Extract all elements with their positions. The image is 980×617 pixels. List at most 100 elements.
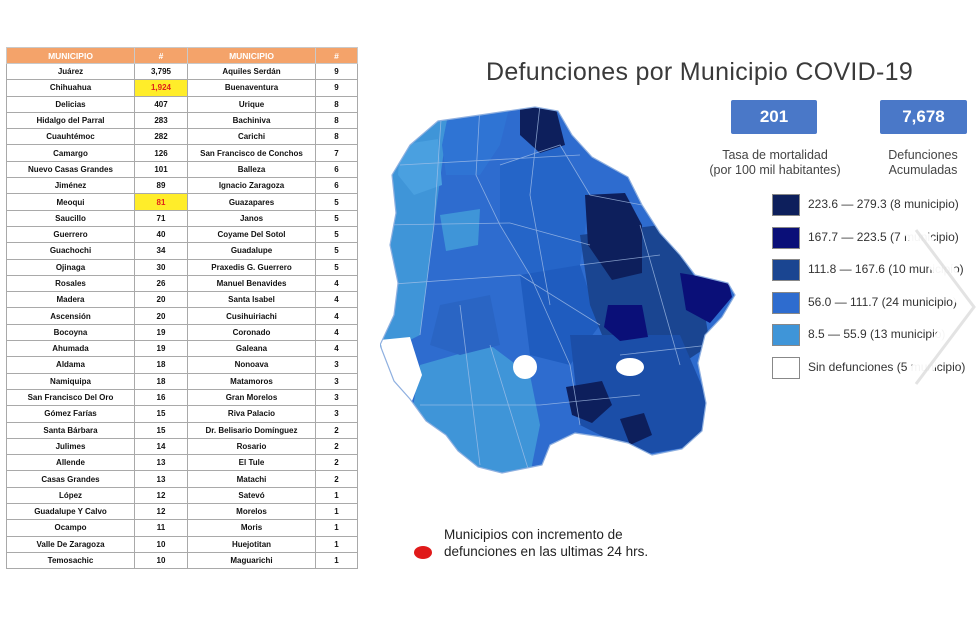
region-no-deaths-center <box>513 355 537 379</box>
cell-count-2: 4 <box>315 323 358 342</box>
table-row: Temosachic 10 Maguarichi 1 <box>6 551 358 570</box>
cell-count-2: 1 <box>315 535 358 553</box>
cell-municipio-2: Morelos <box>187 503 316 521</box>
cell-count-1: 282 <box>134 128 188 146</box>
cell-municipio-1: Madera <box>6 291 135 309</box>
accumulated-deaths-label-line1: Defunciones <box>888 148 958 162</box>
cell-municipio-1: Namiquipa <box>6 372 135 390</box>
table-row: Guerrero 40 Coyame Del Sotol 5 <box>6 225 358 244</box>
cell-count-2: 1 <box>315 519 358 537</box>
cell-count-1: 10 <box>134 535 188 553</box>
cell-municipio-1: Jiménez <box>6 177 135 195</box>
cell-count-1: 13 <box>134 454 188 472</box>
region-no-deaths-east <box>616 358 644 376</box>
chevron-right-icon[interactable] <box>898 220 980 390</box>
cell-count-1: 126 <box>134 144 188 162</box>
header-count-2: # <box>315 47 358 64</box>
table-row: Bocoyna 19 Coronado 4 <box>6 323 358 342</box>
cell-municipio-1: Santa Bárbara <box>6 421 135 439</box>
cell-municipio-1: Ahumada <box>6 340 135 358</box>
table-row: Valle De Zaragoza 10 Huejotitan 1 <box>6 535 358 553</box>
table-row: San Francisco Del Oro 16 Gran Morelos 3 <box>6 388 358 407</box>
cell-municipio-2: Guadalupe <box>187 242 316 260</box>
cell-municipio-1: Temosachic <box>6 551 135 570</box>
header-municipio-1: MUNICIPIO <box>6 47 135 64</box>
mortality-rate-badge: 201 <box>731 100 817 134</box>
cell-count-1: 20 <box>134 291 188 309</box>
cell-count-1: 12 <box>134 503 188 521</box>
legend-swatch <box>772 324 800 346</box>
cell-count-2: 2 <box>315 421 358 439</box>
cell-count-1: 15 <box>134 421 188 439</box>
cell-count-1: 19 <box>134 340 188 358</box>
cell-count-1: 81 <box>134 193 188 211</box>
cell-municipio-2: Matachi <box>187 470 316 488</box>
table-row: Nuevo Casas Grandes 101 Balleza 6 <box>6 160 358 179</box>
cell-municipio-1: Nuevo Casas Grandes <box>6 160 135 179</box>
map-regions <box>380 107 735 473</box>
cell-count-2: 2 <box>315 454 358 472</box>
cell-count-1: 10 <box>134 551 188 570</box>
region-northwest <box>442 107 510 175</box>
table-row: Delicias 407 Urique 8 <box>6 95 358 113</box>
legend-label: 111.8 — 167.6 (10 municipio) <box>808 262 964 276</box>
cell-count-1: 407 <box>134 95 188 113</box>
cell-municipio-1: Chihuahua <box>6 79 135 97</box>
cell-count-2: 3 <box>315 388 358 407</box>
cell-count-1: 12 <box>134 486 188 505</box>
cell-count-2: 5 <box>315 242 358 260</box>
cell-municipio-1: Cuauhtémoc <box>6 128 135 146</box>
region-camargo <box>604 305 648 341</box>
table-row: Juárez 3,795 Aquiles Serdán 9 <box>6 62 358 81</box>
cell-municipio-1: Guachochi <box>6 242 135 260</box>
cell-count-2: 4 <box>315 291 358 309</box>
cell-count-2: 8 <box>315 95 358 113</box>
cell-count-2: 3 <box>315 356 358 374</box>
cell-municipio-2: Nonoava <box>187 356 316 374</box>
deaths-by-municipality-table: MUNICIPIO # MUNICIPIO # Juárez 3,795 Aquil… <box>6 47 358 570</box>
cell-municipio-2: Galeana <box>187 340 316 358</box>
table-row: López 12 Satevó 1 <box>6 486 358 505</box>
table-row: Casas Grandes 13 Matachi 2 <box>6 470 358 488</box>
cell-count-2: 6 <box>315 177 358 195</box>
legend-swatch <box>772 259 800 281</box>
cell-municipio-2: Gran Morelos <box>187 388 316 407</box>
cell-municipio-2: Coronado <box>187 323 316 342</box>
region-coronado <box>620 413 652 445</box>
cell-municipio-2: San Francisco de Conchos <box>187 144 316 162</box>
region-madera-area <box>440 209 480 251</box>
legend-swatch <box>772 194 800 216</box>
cell-count-2: 9 <box>315 62 358 81</box>
legend-swatch <box>772 356 800 379</box>
mortality-rate-label-line1: Tasa de mortalidad <box>722 148 828 162</box>
table-row: Ocampo 11 Moris 1 <box>6 519 358 537</box>
region-juarez <box>520 107 565 153</box>
red-dot-icon <box>414 546 432 559</box>
region-janos <box>398 139 442 195</box>
cell-municipio-2: Matamoros <box>187 372 316 390</box>
cell-count-1: 15 <box>134 405 188 423</box>
cell-count-1: 19 <box>134 323 188 342</box>
cell-count-1: 40 <box>134 225 188 244</box>
cell-municipio-1: Casas Grandes <box>6 470 135 488</box>
table-row: Hidalgo del Parral 283 Bachiniva 8 <box>6 111 358 130</box>
cell-municipio-2: Riva Palacio <box>187 405 316 423</box>
header-count-1: # <box>134 47 188 64</box>
table-row: Aldama 18 Nonoava 3 <box>6 356 358 374</box>
cell-count-1: 30 <box>134 258 188 276</box>
legend-label: 8.5 — 55.9 (13 municipio) <box>808 327 946 341</box>
region-ojinaga <box>585 193 642 280</box>
cell-count-1: 11 <box>134 519 188 537</box>
cell-count-1: 14 <box>134 437 188 456</box>
cell-count-1: 283 <box>134 111 188 130</box>
table-row: Guachochi 34 Guadalupe 5 <box>6 242 358 260</box>
cell-municipio-2: Guazapares <box>187 193 316 211</box>
accumulated-deaths-badge: 7,678 <box>880 100 967 134</box>
cell-municipio-2: Maguarichi <box>187 551 316 570</box>
cell-municipio-1: Bocoyna <box>6 323 135 342</box>
cell-municipio-2: Cusihuiriachi <box>187 307 316 325</box>
municipality-borders <box>380 107 711 473</box>
cell-municipio-1: Gómez Farías <box>6 405 135 423</box>
cell-municipio-1: Delicias <box>6 95 135 113</box>
cell-municipio-2: Manuel Benavides <box>187 274 316 293</box>
